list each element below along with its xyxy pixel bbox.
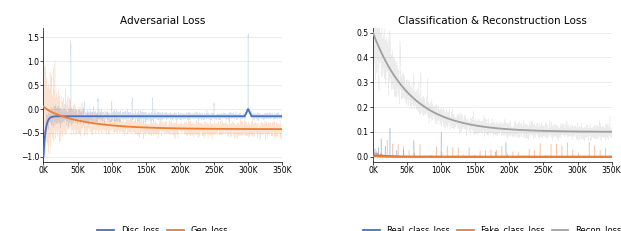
Real_class_loss — [419, 155, 427, 158]
Real_class_loss — [369, 155, 377, 157]
Recon_loss — [456, 121, 463, 123]
Real_class_loss — [589, 155, 597, 158]
Fake_class_loss — [419, 155, 427, 158]
Recon_loss — [369, 31, 377, 34]
Line: Recon_loss: Recon_loss — [373, 33, 612, 132]
Gen_loss — [40, 105, 47, 108]
Gen_loss — [191, 127, 199, 130]
Fake_class_loss — [521, 155, 528, 158]
Title: Classification & Reconstruction Loss: Classification & Reconstruction Loss — [398, 15, 587, 26]
Recon_loss — [608, 130, 615, 133]
Recon_loss — [521, 129, 528, 132]
Real_class_loss — [456, 155, 463, 158]
Real_class_loss — [482, 155, 489, 158]
Line: Real_class_loss: Real_class_loss — [373, 156, 612, 157]
Disc_loss — [152, 115, 160, 118]
Title: Adversarial Loss: Adversarial Loss — [120, 15, 206, 26]
Fake_class_loss — [456, 155, 463, 158]
Gen_loss — [152, 127, 160, 129]
Disc_loss — [245, 108, 252, 110]
Legend: Disc_loss, Gen_loss: Disc_loss, Gen_loss — [94, 222, 232, 231]
Recon_loss — [419, 104, 427, 107]
Disc_loss — [40, 155, 47, 158]
Recon_loss — [511, 128, 519, 131]
Gen_loss — [260, 128, 268, 131]
Fake_class_loss — [589, 155, 597, 158]
Disc_loss — [260, 115, 268, 118]
Gen_loss — [126, 125, 134, 128]
Line: Disc_loss: Disc_loss — [43, 109, 282, 157]
Disc_loss — [89, 115, 97, 118]
Real_class_loss — [521, 155, 528, 158]
Fake_class_loss — [482, 155, 489, 158]
Gen_loss — [181, 127, 189, 130]
Disc_loss — [126, 115, 134, 118]
Line: Fake_class_loss: Fake_class_loss — [373, 156, 612, 157]
Real_class_loss — [511, 155, 519, 158]
Fake_class_loss — [369, 155, 377, 158]
Fake_class_loss — [511, 155, 519, 158]
Disc_loss — [278, 115, 286, 118]
Disc_loss — [191, 115, 199, 118]
Recon_loss — [589, 130, 597, 133]
Recon_loss — [482, 126, 489, 128]
Real_class_loss — [608, 155, 615, 158]
Legend: Real_class_loss, Fake_class_loss, Recon_loss: Real_class_loss, Fake_class_loss, Recon_… — [360, 222, 621, 231]
Gen_loss — [278, 128, 286, 131]
Line: Gen_loss: Gen_loss — [43, 107, 282, 129]
Gen_loss — [89, 122, 97, 125]
Disc_loss — [181, 115, 189, 118]
Fake_class_loss — [608, 155, 615, 158]
